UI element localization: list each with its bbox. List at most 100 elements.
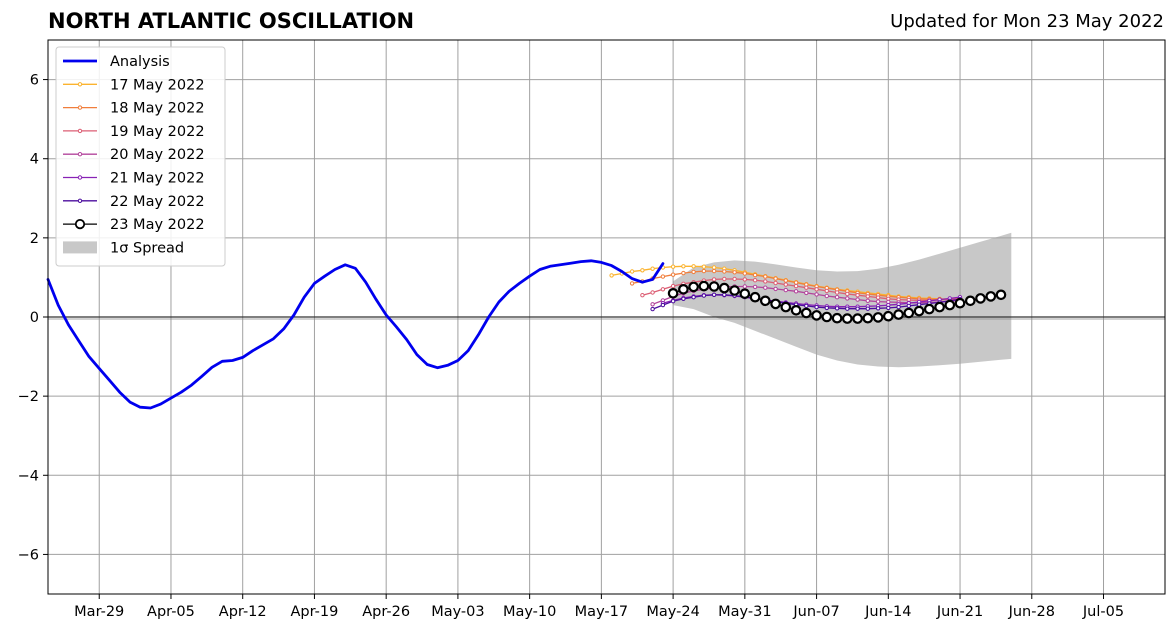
data-point (670, 264, 676, 269)
data-point (660, 274, 666, 279)
legend-entry: 19 May 2022 (63, 124, 205, 140)
data-point (831, 312, 843, 324)
data-point (824, 288, 829, 294)
legend-label: 21 May 2022 (110, 171, 205, 187)
legend-label: 20 May 2022 (110, 147, 205, 163)
data-point (793, 289, 799, 294)
data-point (718, 282, 730, 294)
data-point (711, 265, 717, 270)
legend-marker (77, 82, 83, 87)
data-point (834, 306, 840, 311)
spread-layer (673, 232, 1012, 368)
data-point (650, 302, 655, 307)
data-point (811, 310, 822, 321)
data-point (783, 282, 788, 287)
data-point (763, 279, 768, 284)
data-point (640, 293, 645, 298)
series-line (46, 259, 665, 410)
legend-label: 18 May 2022 (110, 101, 205, 117)
data-point (752, 278, 758, 283)
data-point (814, 304, 819, 310)
y-tick-label: 2 (30, 231, 39, 247)
legend-marker (77, 198, 83, 204)
legend-marker (74, 219, 86, 230)
data-point (893, 309, 904, 320)
data-point (882, 310, 894, 322)
legend-entry: Analysis (63, 54, 170, 70)
data-point (865, 306, 870, 311)
data-point (845, 291, 850, 297)
data-point (667, 287, 679, 299)
data-point (732, 276, 737, 282)
y-tick-label: 0 (30, 310, 39, 326)
series-layer (46, 259, 1007, 410)
data-point (855, 306, 860, 311)
data-point (865, 298, 870, 303)
data-point (722, 276, 727, 282)
data-point (855, 297, 860, 302)
x-tick-label: Apr-26 (362, 604, 410, 620)
x-tick-label: May-03 (431, 604, 484, 620)
data-point (691, 264, 696, 269)
data-point (903, 307, 915, 319)
data-point (845, 296, 850, 301)
data-point (722, 269, 727, 274)
data-point (722, 292, 727, 297)
legend-entry: 21 May 2022 (63, 171, 205, 187)
data-point (995, 289, 1007, 301)
data-point (964, 295, 976, 307)
y-tick-label: −4 (18, 468, 39, 484)
data-point (875, 295, 881, 300)
data-point (865, 294, 870, 299)
y-tick-label: 6 (30, 73, 39, 89)
x-tick-label: Apr-19 (291, 604, 339, 620)
data-point (934, 301, 945, 313)
data-point (711, 292, 717, 297)
data-point (650, 290, 655, 295)
data-point (729, 285, 740, 296)
series-analysis (46, 259, 665, 410)
data-point (742, 284, 747, 289)
data-point (681, 296, 686, 301)
data-point (824, 293, 829, 299)
data-point (790, 304, 802, 316)
data-point (773, 280, 778, 286)
data-point (975, 293, 986, 304)
x-tick-label: May-31 (718, 604, 771, 620)
data-point (698, 280, 710, 292)
data-point (708, 281, 720, 292)
data-point (711, 277, 717, 282)
x-tick-label: Jun-14 (864, 604, 911, 620)
legend-label: 17 May 2022 (110, 77, 205, 93)
data-point (821, 311, 833, 323)
data-point (783, 278, 788, 283)
y-tick-label: −2 (18, 389, 39, 405)
data-point (752, 284, 758, 290)
chart-subtitle: Updated for Mon 23 May 2022 (890, 11, 1164, 32)
data-point (681, 264, 686, 269)
data-point (944, 299, 956, 311)
legend-marker (77, 105, 83, 110)
data-point (886, 305, 891, 311)
data-point (678, 283, 689, 295)
data-point (629, 269, 635, 274)
legend-entry: 17 May 2022 (63, 77, 205, 93)
legend-label: 1σ Spread (110, 240, 184, 256)
data-point (783, 287, 788, 293)
data-point (701, 293, 707, 298)
data-point (650, 266, 655, 271)
data-point (814, 287, 819, 292)
data-point (913, 305, 925, 317)
x-tick-label: Jun-28 (1008, 604, 1055, 620)
legend-label: 22 May 2022 (110, 194, 205, 210)
data-point (732, 270, 737, 275)
legend-label: Analysis (110, 54, 170, 70)
data-point (749, 291, 761, 303)
legend: Analysis 17 May 2022 18 May 2022 19 May 202… (55, 46, 226, 267)
data-point (804, 290, 809, 296)
data-point (780, 301, 792, 313)
data-point (985, 291, 997, 302)
legend-entry: 23 May 2022 (63, 217, 205, 233)
data-point (875, 299, 881, 304)
data-point (906, 303, 911, 309)
